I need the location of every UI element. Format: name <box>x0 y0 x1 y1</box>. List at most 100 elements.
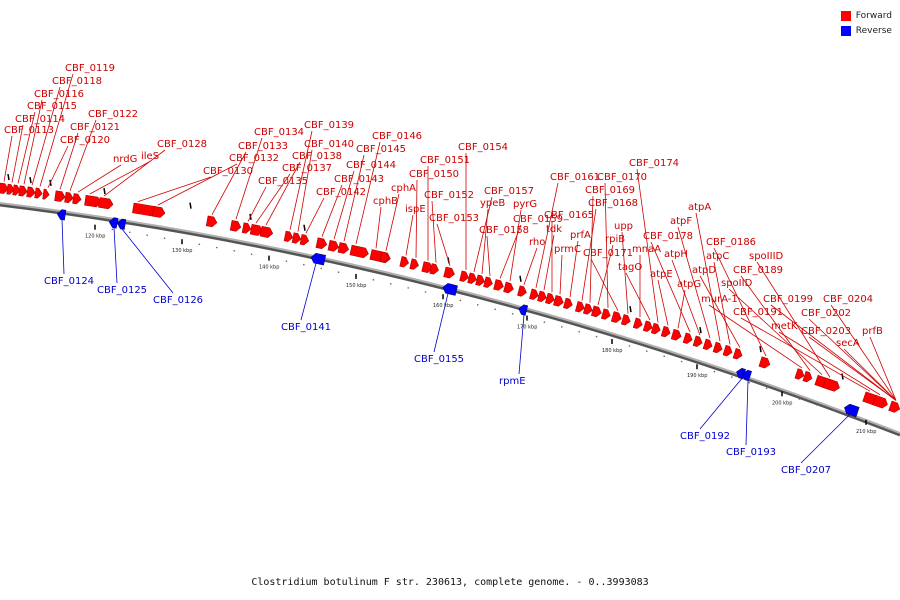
forward-gene-arrow <box>42 188 50 200</box>
forward-leader-line <box>708 304 803 369</box>
forward-gene-arrow <box>632 317 643 329</box>
minor-tick <box>459 299 462 302</box>
forward-gene-arrow <box>409 258 419 270</box>
feature-tick <box>629 306 632 313</box>
forward-leader-line <box>581 208 597 301</box>
minor-tick <box>285 260 288 262</box>
forward-gene-arrow <box>722 344 733 357</box>
forward-gene-label: CBF_0170 <box>597 172 647 183</box>
forward-gene-label: upp <box>614 221 633 232</box>
reverse-gene-label: CBF_0155 <box>414 354 464 365</box>
minor-tick <box>250 253 253 255</box>
forward-leader-line <box>486 235 491 276</box>
reverse-gene-label: CBF_0192 <box>680 431 730 442</box>
reverse-gene-label: rpmE <box>499 376 526 387</box>
reverse-leader-line <box>699 378 743 430</box>
minor-tick <box>111 228 114 231</box>
forward-gene-label: atpH <box>664 249 688 260</box>
kbp-tick-label: 180 kbp <box>602 348 622 354</box>
kbp-tick-label: 170 kbp <box>517 325 537 331</box>
forward-gene-arrow <box>429 263 439 275</box>
forward-leader-line <box>47 145 69 188</box>
forward-gene-arrow <box>72 193 82 205</box>
forward-gene-label: CBF_0165 <box>544 210 594 221</box>
forward-gene-arrow <box>459 270 469 282</box>
forward-gene-arrow <box>327 239 340 252</box>
forward-leader-line <box>265 161 301 226</box>
forward-gene-label: CBF_0142 <box>316 187 366 198</box>
minor-tick <box>424 291 427 293</box>
forward-gene-label: atpC <box>706 251 729 262</box>
forward-leader-line <box>405 214 414 256</box>
forward-gene-arrow <box>575 301 585 313</box>
forward-leader-line <box>3 135 13 182</box>
forward-gene-label: CBF_0161 <box>550 172 600 183</box>
forward-gene-label: CBF_0137 <box>282 163 332 174</box>
forward-gene-label: CBF_0152 <box>424 190 474 201</box>
forward-gene-label: atpE <box>650 269 673 280</box>
reverse-gene-arrow <box>56 209 67 221</box>
forward-gene-arrow <box>349 244 369 259</box>
reverse-gene-label: CBF_0141 <box>281 322 331 333</box>
minor-tick <box>628 345 631 347</box>
forward-gene-label: CBF_0135 <box>258 176 308 187</box>
forward-gene-label: atpG <box>677 279 701 290</box>
forward-leader-line <box>69 119 97 191</box>
forward-gene-arrow <box>545 292 555 305</box>
forward-leader-line <box>59 132 79 190</box>
forward-leader-line <box>343 154 365 242</box>
reverse-gene-label: CBF_0125 <box>97 285 147 296</box>
minor-tick <box>407 287 410 289</box>
forward-gene-label: spoIID <box>721 278 753 289</box>
legend-reverse-label: Reverse <box>855 25 892 36</box>
kbp-tick-label: 200 kbp <box>772 400 792 406</box>
forward-gene-arrow <box>241 222 252 234</box>
forward-gene-arrow <box>0 182 9 194</box>
forward-leader-line <box>385 193 400 251</box>
forward-gene-label: cphA <box>391 183 416 194</box>
forward-leader-line <box>808 336 897 401</box>
forward-leader-line <box>778 331 881 396</box>
forward-gene-arrow <box>467 272 477 284</box>
forward-leader-line <box>103 149 166 197</box>
forward-gene-arrow <box>483 276 493 288</box>
reverse-leader-line <box>113 227 118 284</box>
forward-leader-line <box>770 304 897 401</box>
forward-leader-line <box>808 318 897 401</box>
forward-gene-arrow <box>475 274 485 286</box>
feature-tick <box>189 202 192 209</box>
minor-tick <box>129 231 131 234</box>
reverse-gene-arrow <box>844 403 860 418</box>
reverse-gene-label: CBF_0124 <box>44 276 94 287</box>
reverse-leader-line <box>300 263 317 321</box>
forward-gene-arrow <box>563 297 573 310</box>
forward-gene-arrow <box>6 183 15 195</box>
forward-leader-line <box>211 151 247 215</box>
forward-gene-arrow <box>337 242 350 254</box>
kbp-tick-label: 150 kbp <box>346 283 366 289</box>
forward-gene-label: CBF_0143 <box>334 174 384 185</box>
forward-leader-line <box>333 170 355 240</box>
forward-gene-label: CBF_0128 <box>157 139 207 150</box>
forward-leader-line <box>569 240 579 298</box>
feature-tick <box>759 345 762 353</box>
minor-tick <box>798 398 801 400</box>
feature-tick <box>29 176 32 184</box>
reverse-leader-line <box>121 228 174 294</box>
forward-gene-label: CBF_0178 <box>643 231 693 242</box>
forward-leader-line <box>589 195 594 303</box>
feature-tick <box>519 275 522 282</box>
forward-leader-line <box>657 279 669 326</box>
forward-gene-label: CBF_0150 <box>409 169 459 180</box>
forward-gene-label: CBF_0202 <box>801 308 851 319</box>
forward-gene-label: CBF_0132 <box>229 153 279 164</box>
forward-gene-arrow <box>12 184 21 196</box>
feature-tick <box>103 187 106 195</box>
forward-leader-line <box>604 182 609 308</box>
forward-gene-label: atpD <box>692 265 716 276</box>
forward-gene-arrow <box>650 322 661 335</box>
kbp-tick-label: 140 kbp <box>259 265 279 271</box>
forward-gene-label: prfB <box>862 326 883 337</box>
forward-gene-arrow <box>205 215 218 228</box>
forward-leader-line <box>695 212 721 342</box>
